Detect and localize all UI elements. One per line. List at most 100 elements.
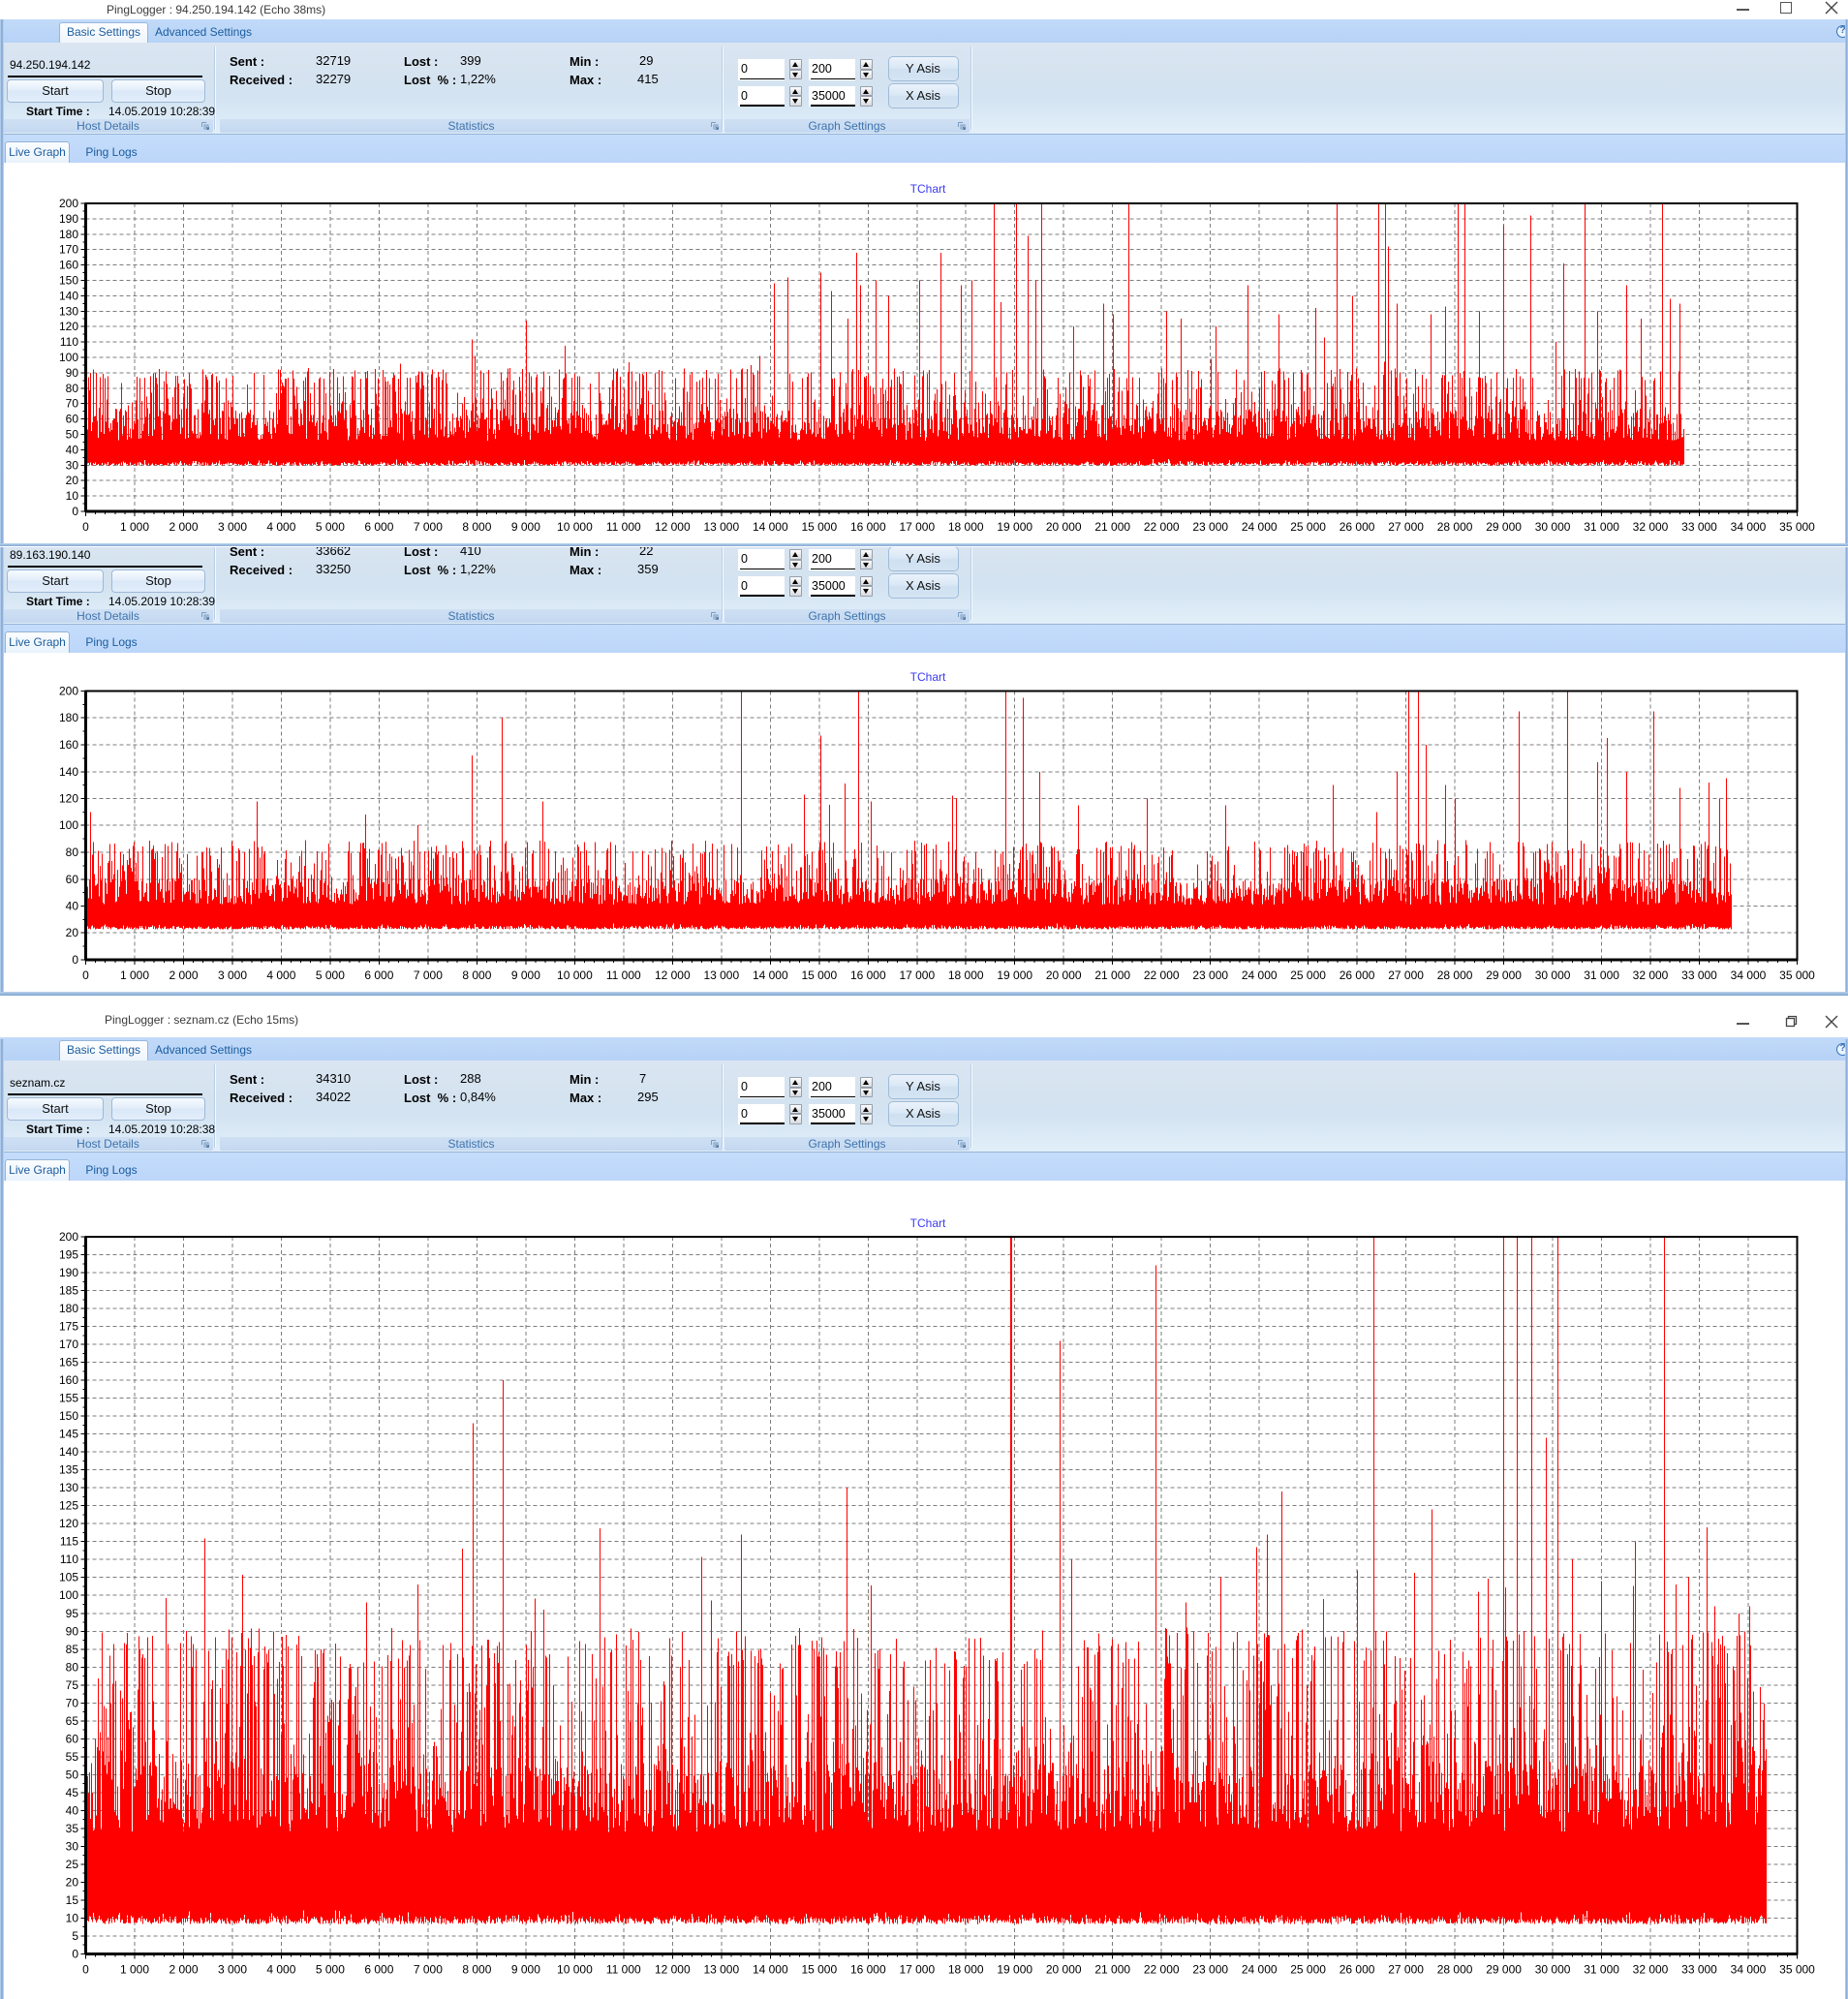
svg-text:11 000: 11 000 — [606, 1963, 641, 1977]
svg-text:3 000: 3 000 — [218, 1963, 247, 1977]
svg-text:9 000: 9 000 — [511, 520, 540, 534]
svg-text:125: 125 — [59, 1499, 78, 1513]
svg-text:19 000: 19 000 — [997, 1963, 1032, 1977]
svg-text:60: 60 — [66, 413, 79, 426]
svg-text:170: 170 — [59, 1338, 78, 1351]
svg-text:7 000: 7 000 — [414, 969, 443, 982]
svg-text:22 000: 22 000 — [1144, 969, 1180, 982]
svg-text:0: 0 — [72, 1948, 78, 1961]
svg-text:TChart: TChart — [910, 1216, 946, 1230]
svg-text:16 000: 16 000 — [850, 969, 886, 982]
svg-text:80: 80 — [66, 382, 79, 395]
svg-text:24 000: 24 000 — [1242, 1963, 1278, 1977]
svg-text:14 000: 14 000 — [753, 969, 788, 982]
svg-text:19 000: 19 000 — [997, 520, 1032, 534]
svg-text:15 000: 15 000 — [801, 520, 837, 534]
svg-text:20 000: 20 000 — [1046, 969, 1082, 982]
svg-text:25 000: 25 000 — [1290, 969, 1326, 982]
svg-text:35: 35 — [66, 1822, 79, 1835]
svg-text:0: 0 — [72, 953, 78, 967]
svg-text:40: 40 — [66, 900, 79, 913]
svg-text:2 000: 2 000 — [169, 1963, 198, 1977]
svg-text:65: 65 — [66, 1714, 79, 1728]
svg-text:13 000: 13 000 — [703, 1963, 739, 1977]
svg-text:130: 130 — [59, 304, 78, 318]
svg-text:60: 60 — [66, 1732, 79, 1745]
svg-text:26 000: 26 000 — [1340, 969, 1375, 982]
svg-text:32 000: 32 000 — [1633, 520, 1669, 534]
svg-text:200: 200 — [59, 197, 78, 210]
svg-text:10: 10 — [66, 1912, 79, 1925]
svg-text:25 000: 25 000 — [1290, 1963, 1326, 1977]
svg-text:100: 100 — [59, 351, 78, 364]
svg-text:80: 80 — [66, 1660, 79, 1674]
svg-text:115: 115 — [60, 1535, 78, 1549]
svg-text:140: 140 — [59, 1445, 78, 1459]
svg-text:27 000: 27 000 — [1388, 969, 1424, 982]
svg-text:135: 135 — [59, 1463, 78, 1477]
svg-text:120: 120 — [59, 1517, 78, 1530]
svg-text:185: 185 — [59, 1284, 78, 1298]
svg-text:21 000: 21 000 — [1094, 520, 1130, 534]
svg-text:29 000: 29 000 — [1486, 969, 1522, 982]
svg-text:190: 190 — [59, 212, 78, 226]
svg-text:18 000: 18 000 — [948, 969, 984, 982]
svg-text:200: 200 — [59, 685, 78, 698]
svg-text:100: 100 — [59, 1588, 78, 1602]
svg-text:TChart: TChart — [910, 670, 946, 684]
svg-text:20 000: 20 000 — [1046, 1963, 1082, 1977]
svg-text:160: 160 — [59, 738, 78, 752]
svg-text:14 000: 14 000 — [753, 1963, 788, 1977]
svg-text:24 000: 24 000 — [1242, 520, 1278, 534]
svg-text:35 000: 35 000 — [1779, 1963, 1815, 1977]
svg-text:28 000: 28 000 — [1437, 969, 1473, 982]
svg-text:0: 0 — [82, 969, 89, 982]
svg-text:0: 0 — [72, 505, 78, 518]
svg-text:6 000: 6 000 — [364, 520, 393, 534]
svg-text:33 000: 33 000 — [1681, 520, 1717, 534]
svg-text:11 000: 11 000 — [606, 969, 641, 982]
svg-text:8 000: 8 000 — [462, 520, 491, 534]
svg-text:29 000: 29 000 — [1486, 1963, 1522, 1977]
svg-text:23 000: 23 000 — [1192, 969, 1228, 982]
svg-text:28 000: 28 000 — [1437, 1963, 1473, 1977]
svg-text:40: 40 — [66, 1803, 79, 1817]
svg-text:8 000: 8 000 — [462, 1963, 491, 1977]
svg-text:21 000: 21 000 — [1094, 969, 1130, 982]
svg-text:35 000: 35 000 — [1779, 520, 1815, 534]
svg-text:16 000: 16 000 — [850, 520, 886, 534]
svg-text:12 000: 12 000 — [655, 969, 691, 982]
svg-text:17 000: 17 000 — [899, 520, 935, 534]
svg-text:100: 100 — [59, 818, 78, 832]
svg-text:30: 30 — [66, 1839, 79, 1853]
svg-text:34 000: 34 000 — [1731, 969, 1767, 982]
svg-text:13 000: 13 000 — [703, 969, 739, 982]
svg-text:TChart: TChart — [910, 182, 946, 196]
svg-text:150: 150 — [59, 274, 78, 288]
svg-text:70: 70 — [66, 397, 79, 411]
svg-text:1 000: 1 000 — [120, 520, 149, 534]
svg-text:95: 95 — [66, 1607, 79, 1620]
svg-text:26 000: 26 000 — [1340, 1963, 1375, 1977]
svg-text:33 000: 33 000 — [1681, 1963, 1717, 1977]
svg-text:25: 25 — [66, 1858, 79, 1871]
svg-text:11 000: 11 000 — [606, 520, 641, 534]
svg-text:6 000: 6 000 — [364, 1963, 393, 1977]
svg-text:18 000: 18 000 — [948, 520, 984, 534]
svg-text:130: 130 — [59, 1481, 78, 1494]
svg-text:5 000: 5 000 — [316, 1963, 345, 1977]
svg-text:80: 80 — [66, 846, 79, 859]
svg-text:120: 120 — [59, 792, 78, 806]
svg-text:2 000: 2 000 — [169, 969, 198, 982]
svg-text:0: 0 — [82, 520, 89, 534]
svg-text:110: 110 — [60, 1553, 78, 1566]
svg-text:28 000: 28 000 — [1437, 520, 1473, 534]
svg-text:120: 120 — [59, 320, 78, 333]
svg-text:175: 175 — [59, 1320, 78, 1334]
svg-text:150: 150 — [59, 1409, 78, 1423]
svg-text:30 000: 30 000 — [1535, 969, 1571, 982]
svg-text:10 000: 10 000 — [557, 969, 593, 982]
svg-text:9 000: 9 000 — [511, 969, 540, 982]
svg-text:4 000: 4 000 — [266, 969, 295, 982]
svg-text:15: 15 — [66, 1893, 79, 1907]
